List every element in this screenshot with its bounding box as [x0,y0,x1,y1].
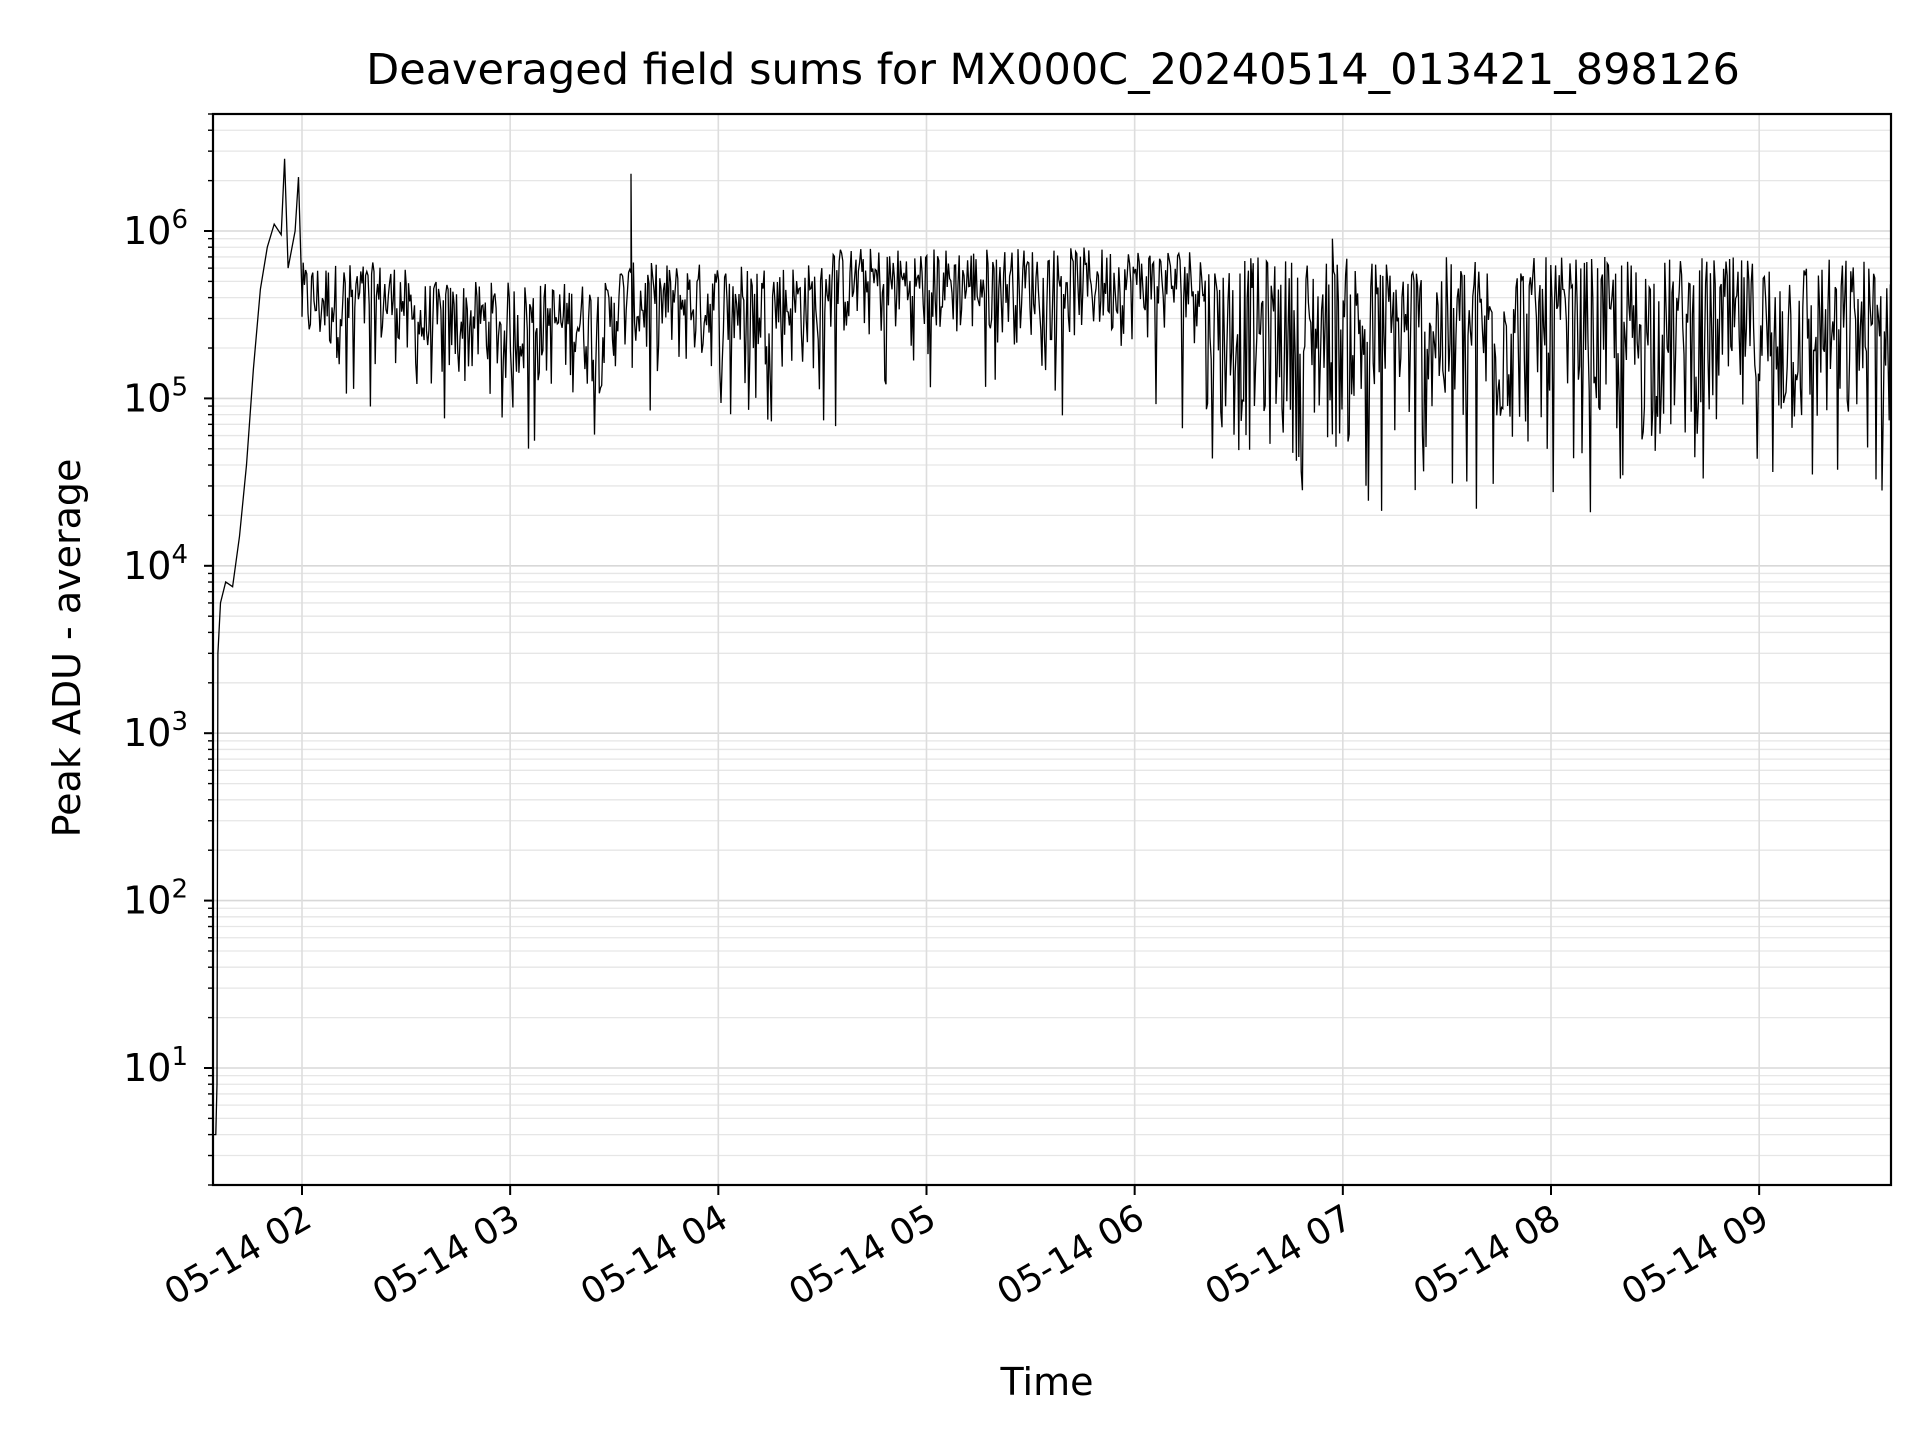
y-tick-label: 104 [123,540,188,588]
grid-layer [213,113,1891,1186]
x-tick-label: 05-14 03 [366,1197,527,1313]
y-axis: 101 102 103 104 105 106 [123,113,213,1186]
chart-title: Deaveraged field sums for MX000C_2024051… [366,45,1740,95]
y-tick-label: 102 [123,875,188,923]
x-axis: 05-14 02 05-14 03 05-14 04 05-14 05 05-14 06… [158,1185,1776,1314]
y-tick-label: 101 [123,1042,188,1090]
x-axis-label: Time [1000,1360,1094,1404]
axes-frame [211,112,1893,1187]
y-axis-label: Peak ADU - average [45,459,89,838]
y-tick-label: 105 [123,372,188,420]
x-tick-label: 05-14 08 [1407,1197,1568,1313]
x-tick-label: 05-14 04 [574,1197,735,1313]
y-tick-label: 106 [123,205,188,253]
x-tick-label: 05-14 02 [158,1197,319,1313]
series-line [213,158,1892,1136]
x-tick-label: 05-14 05 [782,1197,943,1313]
plot-area [211,112,1893,1187]
x-tick-label: 05-14 07 [1199,1197,1360,1313]
y-tick-label: 103 [123,707,188,755]
x-tick-label: 05-14 09 [1615,1197,1776,1313]
x-tick-label: 05-14 06 [990,1197,1151,1313]
